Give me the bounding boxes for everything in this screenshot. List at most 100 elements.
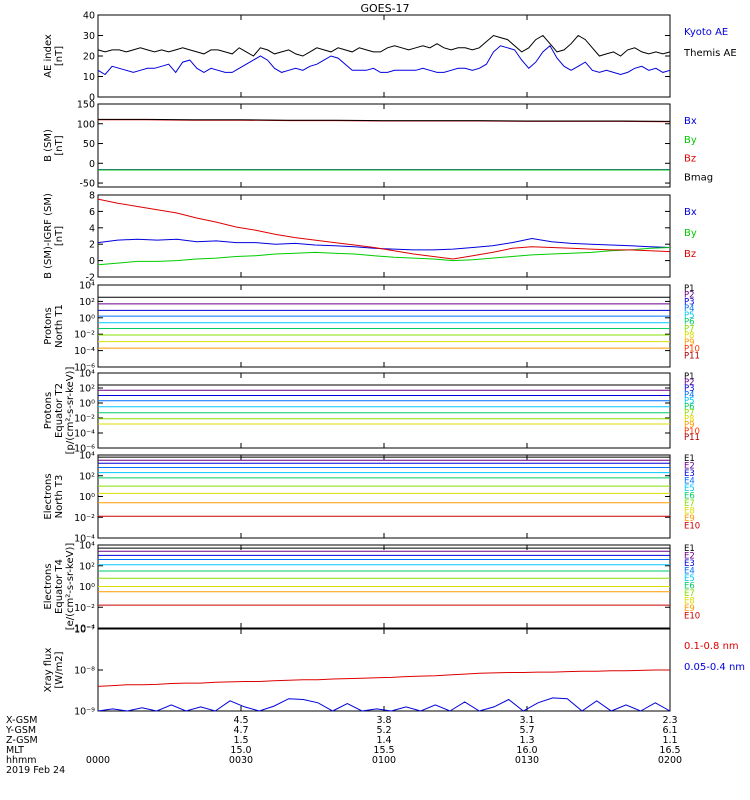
y-axis-label: B (SM) bbox=[43, 129, 54, 162]
y-tick-label: 10⁰ bbox=[79, 582, 95, 593]
x-tick-label: 15.5 bbox=[373, 745, 394, 756]
y-tick-label: 20 bbox=[83, 52, 95, 63]
legend-entry: P9 bbox=[684, 338, 695, 348]
x-tick-label: 3.8 bbox=[376, 715, 391, 726]
y-tick-label: 10⁴ bbox=[79, 541, 95, 552]
series-line bbox=[98, 118, 671, 122]
y-tick-label: 6 bbox=[89, 207, 95, 218]
legend-entry: P10 bbox=[684, 345, 700, 355]
y-axis-label: AE index bbox=[43, 34, 54, 78]
x-row-label: Y-GSM bbox=[5, 725, 36, 736]
x-tick-label: 1.5 bbox=[233, 735, 248, 746]
plot-title: GOES-17 bbox=[360, 2, 409, 15]
legend-entry: E8 bbox=[684, 597, 695, 607]
y-tick-label: 10⁻⁹ bbox=[74, 707, 95, 718]
legend-entry: E9 bbox=[684, 604, 695, 614]
legend-entry: P4 bbox=[684, 304, 695, 314]
series-line bbox=[97, 198, 671, 260]
y-tick-label: 10⁰ bbox=[79, 313, 95, 324]
x-row-label: 2019 Feb 24 bbox=[6, 765, 65, 776]
legend-entry: E10 bbox=[684, 612, 700, 622]
x-tick-label: 16.5 bbox=[659, 745, 680, 756]
x-tick-label: 2.3 bbox=[662, 715, 677, 726]
legend-entry: E5 bbox=[684, 574, 695, 584]
y-tick-label: 10⁴ bbox=[79, 451, 95, 462]
legend-entry: P4 bbox=[684, 390, 695, 400]
y-tick-label: 10⁻² bbox=[74, 330, 95, 341]
legend-entry: Bmag bbox=[684, 172, 713, 183]
legend-entry: P11 bbox=[684, 433, 700, 443]
x-row-label: X-GSM bbox=[6, 715, 37, 726]
legend-entry: P6 bbox=[684, 318, 695, 328]
legend-entry: P11 bbox=[684, 351, 700, 361]
x-tick-label: 0030 bbox=[229, 755, 253, 766]
legend-entry: P2 bbox=[684, 291, 695, 301]
legend-entry: E6 bbox=[684, 492, 695, 502]
x-tick-label: 4.5 bbox=[233, 715, 248, 726]
x-row-label: MLT bbox=[6, 745, 24, 756]
panel-frame bbox=[97, 103, 671, 188]
x-tick-label: 0000 bbox=[86, 755, 110, 766]
y-axis-label: [nT] bbox=[54, 46, 65, 66]
y-tick-label: 100 bbox=[77, 119, 95, 130]
panel-frame bbox=[97, 194, 671, 278]
legend-entry: P6 bbox=[684, 402, 695, 412]
x-tick-label: 5.2 bbox=[376, 725, 391, 736]
legend-entry: P10 bbox=[684, 427, 700, 437]
x-tick-label: 6.1 bbox=[662, 725, 677, 736]
legend-entry: Bx bbox=[684, 116, 697, 127]
legend-entry: 0.1-0.8 nm bbox=[684, 641, 739, 652]
y-tick-label: -2 bbox=[86, 273, 95, 284]
legend-entry: E3 bbox=[684, 469, 695, 479]
x-tick-label: 1.1 bbox=[662, 735, 677, 746]
series-line bbox=[97, 237, 671, 251]
y-axis-label: [nT] bbox=[54, 226, 65, 246]
y-tick-label: 2 bbox=[89, 240, 95, 251]
y-tick-label: 10⁴ bbox=[79, 369, 95, 380]
y-tick-label: 10⁻⁷ bbox=[74, 625, 95, 636]
legend-entry: Kyoto AE bbox=[684, 27, 728, 38]
series-line bbox=[97, 669, 670, 687]
y-axis-label: North T1 bbox=[54, 304, 65, 348]
legend-entry: E3 bbox=[684, 559, 695, 569]
panel-frame bbox=[97, 628, 671, 712]
legend-entry: E4 bbox=[684, 567, 695, 577]
x-row-label: hhmm bbox=[6, 755, 37, 766]
panel-frame bbox=[97, 372, 671, 449]
y-tick-label: 10⁻⁴ bbox=[74, 624, 95, 635]
y-tick-label: 10⁻⁴ bbox=[74, 534, 95, 545]
y-axis-label: [W/m2] bbox=[54, 651, 65, 688]
x-tick-label: 0200 bbox=[658, 755, 682, 766]
legend-entry: E6 bbox=[684, 582, 695, 592]
y-tick-label: 10⁻² bbox=[74, 603, 95, 614]
y-tick-label: 150 bbox=[77, 100, 95, 111]
y-tick-label: 10⁻⁴ bbox=[74, 346, 95, 357]
legend-entry: E5 bbox=[684, 484, 695, 494]
legend-entry: Bz bbox=[684, 154, 696, 165]
y-axis-label: Xray flux bbox=[43, 648, 54, 693]
legend-entry: P1 bbox=[684, 372, 695, 382]
y-tick-label: 0 bbox=[89, 159, 95, 170]
y-tick-label: 10⁰ bbox=[79, 492, 95, 503]
y-tick-label: 8 bbox=[89, 191, 95, 202]
x-tick-label: 5.7 bbox=[519, 725, 534, 736]
x-tick-label: 16.0 bbox=[516, 745, 537, 756]
legend-entry: Bz bbox=[684, 249, 696, 260]
legend-entry: P3 bbox=[684, 297, 695, 307]
x-tick-label: 0100 bbox=[372, 755, 396, 766]
y-tick-label: -50 bbox=[79, 179, 95, 190]
y-tick-label: 50 bbox=[83, 139, 95, 150]
y-tick-label: 4 bbox=[89, 223, 95, 234]
y-tick-label: 10⁻⁴ bbox=[74, 429, 95, 440]
x-tick-label: 4.7 bbox=[233, 725, 248, 736]
x-tick-label: 1.3 bbox=[519, 735, 534, 746]
x-tick-label: 15.0 bbox=[230, 745, 251, 756]
legend-entry: E9 bbox=[684, 514, 695, 524]
y-tick-label: 0 bbox=[89, 256, 95, 267]
legend-entry: E2 bbox=[684, 462, 695, 472]
legend-entry: 0.05-0.4 nm bbox=[684, 662, 745, 673]
legend-entry: Themis AE bbox=[683, 48, 737, 59]
y-tick-label: 10⁴ bbox=[79, 281, 95, 292]
series-line bbox=[97, 34, 671, 57]
